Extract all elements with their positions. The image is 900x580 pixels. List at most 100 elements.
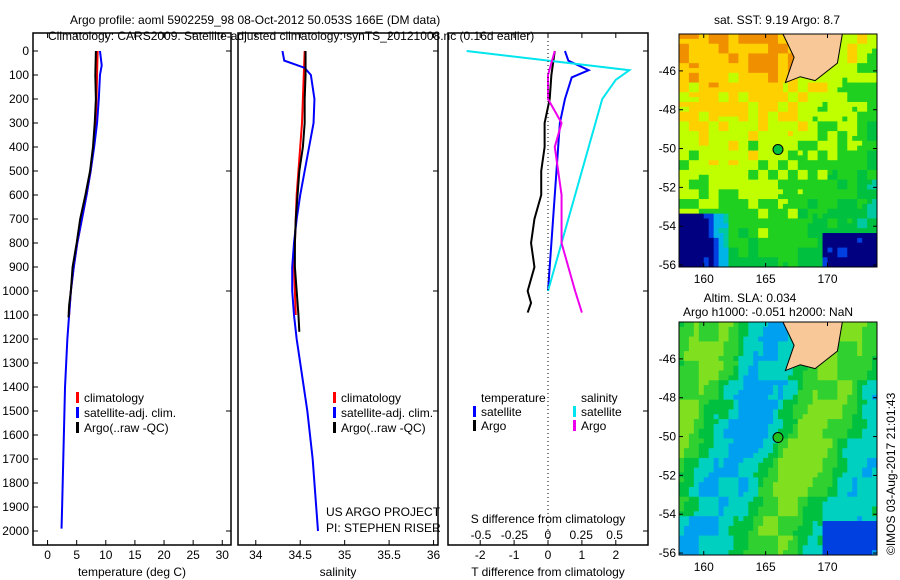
map-cell — [782, 453, 789, 459]
map-cell — [713, 399, 720, 406]
map-cell — [862, 346, 868, 352]
map-cell — [679, 82, 685, 88]
map-cell — [718, 38, 725, 45]
map-cell — [693, 237, 700, 244]
map-cell — [728, 165, 734, 171]
map-cell — [867, 370, 873, 376]
map-cell — [842, 501, 848, 507]
map-cell — [758, 501, 764, 507]
legend-swatch — [76, 407, 79, 418]
map-cell — [782, 341, 789, 347]
map-cell — [713, 365, 720, 372]
map-cell — [837, 77, 843, 84]
map-cell — [807, 257, 814, 263]
map-cell — [812, 155, 819, 161]
map-cell — [867, 506, 873, 512]
map-cell — [842, 404, 848, 410]
map-cell — [693, 189, 700, 195]
map-cell — [758, 135, 764, 142]
map-cell — [708, 218, 715, 224]
map-cell — [773, 550, 779, 556]
map-cell — [822, 360, 828, 367]
map-cell — [679, 467, 685, 473]
map-cell — [703, 213, 710, 219]
map-cell — [867, 487, 873, 493]
map-cell — [758, 521, 764, 527]
map-cell — [723, 82, 729, 88]
map-cell — [822, 506, 828, 512]
map-cell — [708, 385, 715, 391]
map-cell — [688, 448, 695, 454]
map-cell — [872, 179, 878, 185]
map-cell — [847, 126, 853, 132]
map-cell — [787, 82, 794, 88]
map-cell — [862, 43, 868, 50]
map-cell — [723, 482, 729, 488]
map-cell — [822, 423, 828, 430]
map-cell — [832, 140, 838, 147]
map-cell — [768, 213, 774, 219]
map-cell — [693, 380, 700, 386]
map-cell — [802, 213, 809, 219]
map-cell — [847, 404, 853, 410]
map-cell — [718, 423, 725, 430]
map-cell — [807, 97, 814, 103]
map-cell — [703, 491, 710, 498]
map-cell — [708, 394, 715, 401]
map-cell — [778, 341, 784, 347]
map-cell — [872, 126, 878, 132]
map-cell — [753, 540, 759, 546]
map-cell — [718, 453, 725, 459]
map-cell — [852, 63, 858, 69]
map-cell — [832, 77, 838, 84]
map-cell — [728, 169, 734, 176]
map-cell — [832, 545, 838, 551]
map-cell — [862, 322, 868, 328]
map-cell — [862, 385, 868, 391]
s-diff-tick-label: 0.25 — [570, 528, 594, 542]
map-cell — [753, 160, 759, 166]
map-cell — [827, 380, 833, 386]
map-cell — [827, 360, 833, 367]
map-cell — [802, 106, 809, 113]
map-cell — [857, 399, 863, 406]
map-cell — [698, 506, 705, 512]
map-cell — [852, 155, 858, 161]
map-cell — [679, 43, 685, 50]
map-cell — [812, 262, 819, 268]
map-cell — [748, 399, 754, 406]
map-cell — [708, 208, 715, 215]
map-cell — [782, 92, 789, 98]
map-cell — [852, 351, 858, 357]
map-cell — [703, 419, 710, 425]
map-cell — [703, 370, 710, 376]
map-cell — [698, 394, 705, 401]
map-cell — [872, 521, 878, 527]
map-cell — [683, 423, 690, 430]
map-cell — [827, 467, 833, 473]
map-cell — [683, 131, 690, 137]
map-cell — [807, 252, 814, 258]
map-cell — [688, 380, 695, 386]
map-cell — [733, 472, 739, 478]
map-cell — [773, 457, 779, 464]
map-cell — [867, 257, 873, 263]
map-cell — [718, 501, 725, 507]
map-cell — [867, 326, 873, 333]
map-cell — [867, 404, 873, 410]
map-cell — [768, 203, 774, 210]
map-cell — [867, 155, 873, 161]
map-cell — [832, 213, 838, 219]
map-cell — [683, 419, 690, 425]
map-cell — [827, 525, 833, 532]
map-cell — [693, 443, 700, 449]
map-cell — [683, 409, 690, 415]
map-cell — [822, 155, 828, 161]
x-tick-label: 10 — [99, 548, 113, 562]
map-cell — [792, 199, 799, 205]
map-cell — [679, 477, 685, 483]
map-cell — [743, 233, 749, 239]
legend-label: climatology — [341, 391, 401, 405]
map-cell — [693, 213, 700, 219]
map-cell — [748, 72, 754, 79]
